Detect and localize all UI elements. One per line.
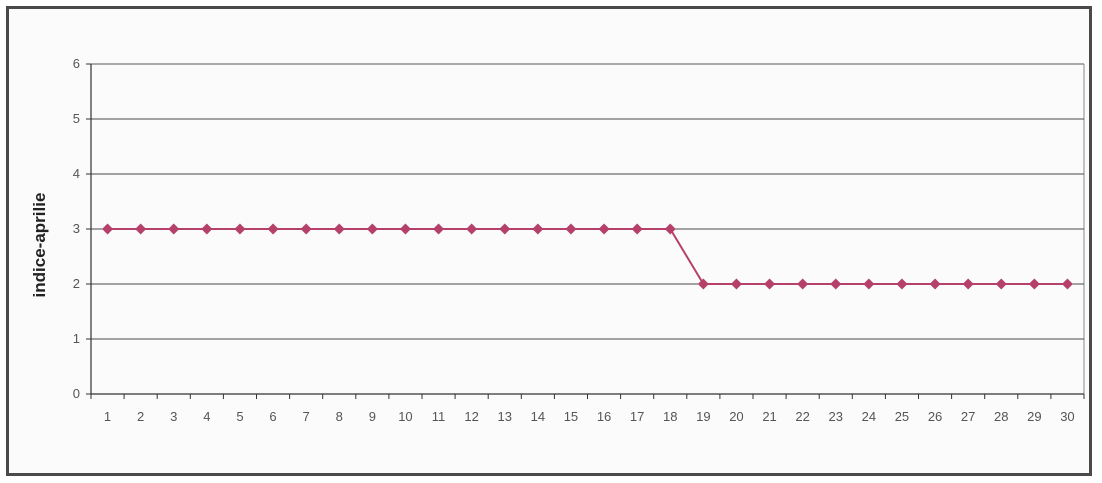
- data-points: [102, 223, 1073, 290]
- x-tick-label: 10: [398, 409, 412, 424]
- x-tick-label: 19: [696, 409, 710, 424]
- data-point-14: [532, 223, 544, 235]
- data-point-17: [631, 223, 643, 235]
- y-tick-label: 4: [73, 166, 80, 181]
- series-line: [107, 228, 1068, 285]
- data-point-22: [797, 278, 809, 290]
- data-point-8: [333, 223, 345, 235]
- x-tick-label: 5: [236, 409, 243, 424]
- y-axis-title: indice-aprilie: [30, 193, 49, 298]
- x-tick-label: 12: [464, 409, 478, 424]
- data-point-24: [863, 278, 875, 290]
- x-tick-label: 13: [498, 409, 512, 424]
- data-point-2: [135, 223, 147, 235]
- data-point-10: [399, 223, 411, 235]
- x-tick-label: 15: [564, 409, 578, 424]
- data-point-6: [267, 223, 279, 235]
- data-point-5: [234, 223, 246, 235]
- data-point-18: [664, 223, 676, 235]
- x-tick-label: 25: [895, 409, 909, 424]
- data-point-26: [929, 278, 941, 290]
- data-point-1: [102, 223, 114, 235]
- data-point-11: [433, 223, 445, 235]
- x-tick-label: 24: [862, 409, 876, 424]
- data-point-16: [598, 223, 610, 235]
- x-tick-label: 7: [303, 409, 310, 424]
- x-tick-label: 11: [432, 409, 446, 424]
- x-tick-label: 1: [104, 409, 111, 424]
- x-tick-label: 20: [729, 409, 743, 424]
- y-tick-label: 2: [73, 276, 80, 291]
- x-tick-label: 17: [630, 409, 644, 424]
- x-tick-label: 30: [1060, 409, 1074, 424]
- data-point-25: [896, 278, 908, 290]
- data-point-3: [168, 223, 180, 235]
- data-point-7: [300, 223, 312, 235]
- data-point-12: [466, 223, 478, 235]
- x-tick-labels: 1 2 3 4 5 6 7 8 9 10 11 12 13 14 15 16 17 18 19 20 21 22 23 24 2…: [104, 409, 1075, 424]
- x-tick-label: 29: [1027, 409, 1041, 424]
- x-tick-label: 2: [137, 409, 144, 424]
- data-point-9: [366, 223, 378, 235]
- x-tick-label: 8: [336, 409, 343, 424]
- data-point-30: [1061, 278, 1073, 290]
- y-tick-label: 5: [73, 111, 80, 126]
- x-tick-label: 21: [762, 409, 776, 424]
- x-tick-label: 16: [597, 409, 611, 424]
- y-tick-label: 1: [73, 331, 80, 346]
- data-point-29: [1028, 278, 1040, 290]
- data-point-20: [730, 278, 742, 290]
- data-point-19: [697, 278, 709, 290]
- x-tick-label: 6: [269, 409, 276, 424]
- x-tick-label: 28: [994, 409, 1008, 424]
- y-tick-labels: 0 1 2 3 4 5 6: [73, 56, 80, 401]
- data-point-27: [962, 278, 974, 290]
- x-tick-label: 23: [829, 409, 843, 424]
- x-tick-label: 18: [663, 409, 677, 424]
- x-tick-label: 26: [928, 409, 942, 424]
- y-tick-label: 6: [73, 56, 80, 71]
- x-tick-label: 3: [170, 409, 177, 424]
- y-tick-label: 3: [73, 221, 80, 236]
- y-tick-label: 0: [73, 386, 80, 401]
- data-point-28: [995, 278, 1007, 290]
- data-point-4: [201, 223, 213, 235]
- data-point-23: [830, 278, 842, 290]
- axes: [86, 63, 1085, 399]
- data-point-15: [565, 223, 577, 235]
- data-point-21: [764, 278, 776, 290]
- x-tick-label: 14: [531, 409, 545, 424]
- x-tick-label: 9: [369, 409, 376, 424]
- x-tick-label: 22: [795, 409, 809, 424]
- series-0-line: [107, 228, 1068, 285]
- x-tick-label: 27: [961, 409, 975, 424]
- data-point-13: [499, 223, 511, 235]
- x-tick-label: 4: [203, 409, 210, 424]
